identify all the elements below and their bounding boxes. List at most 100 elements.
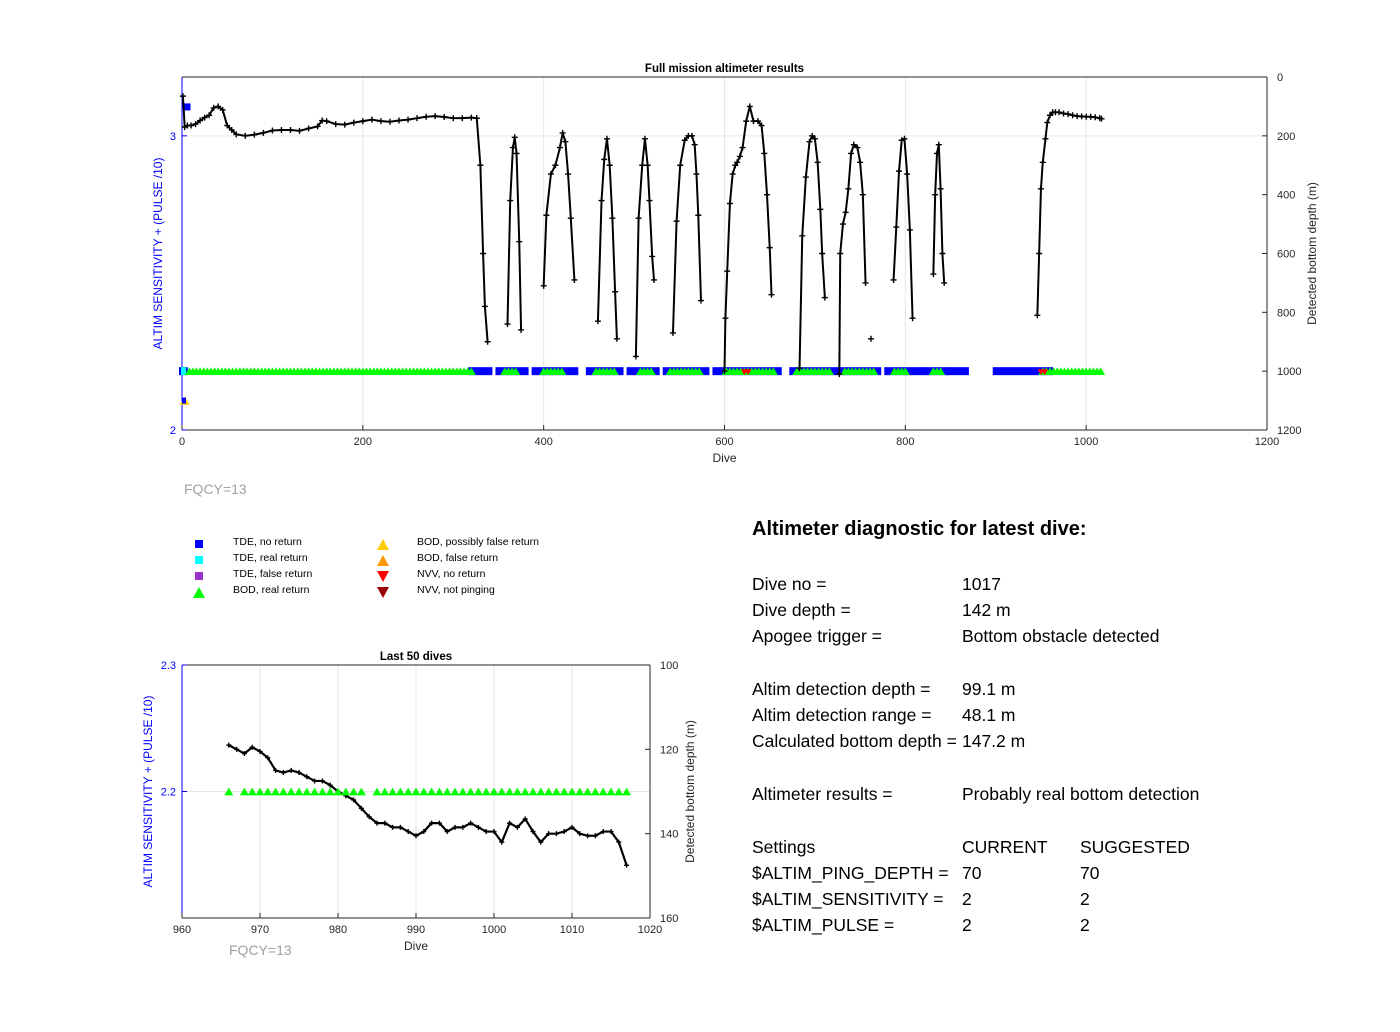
bottom-depth-point	[1037, 185, 1044, 192]
last50-bod-real-return-marker	[614, 787, 624, 796]
bottom-depth-point	[547, 171, 554, 178]
last50-depth-point	[616, 839, 622, 845]
bottom-depth-point	[646, 197, 653, 204]
last50-bod-real-return-marker	[310, 787, 320, 796]
legend-marker-shape	[377, 555, 389, 566]
bod-real-return-marker	[936, 367, 946, 375]
last50-depth-point	[304, 774, 310, 780]
bottom-depth-point	[1036, 250, 1043, 257]
bottom-depth-point	[511, 134, 518, 141]
bottom-depth-point	[206, 112, 213, 119]
bottom-depth-point	[197, 117, 204, 124]
x-tick-label: 0	[179, 436, 185, 448]
y-left-tick-label: 2.3	[161, 660, 176, 672]
setting-current: 2	[962, 889, 972, 909]
bod-real-return-marker	[511, 367, 521, 375]
bottom-depth-point	[839, 221, 846, 228]
nvv-no-return-marker	[744, 369, 752, 376]
last50-bod-real-return-marker	[473, 787, 483, 796]
last50-depth-point	[592, 833, 598, 839]
settings-suggested-header: SUGGESTED	[1080, 837, 1190, 857]
last50-depth-point	[366, 814, 372, 820]
bottom-depth-point	[743, 118, 750, 125]
bottom-depth-point	[768, 291, 775, 298]
bottom-depth-point	[481, 303, 488, 310]
legend-marker-glyph	[195, 540, 203, 548]
bottom-depth-point	[1047, 112, 1053, 119]
diag-label: Dive no =	[752, 574, 827, 594]
last50-bod-real-return-marker	[411, 787, 421, 796]
last50-bod-real-return-marker	[325, 787, 335, 796]
settings-label: Settings	[752, 837, 816, 857]
y-left-axis-label: ALTIM SENSITIVITY + (PULSE /10)	[141, 696, 155, 888]
legend-marker-glyph	[377, 539, 389, 550]
chart-title: Full mission altimeter results	[645, 63, 804, 75]
last50-bod-real-return-marker	[583, 787, 593, 796]
bottom-depth-point	[941, 279, 948, 286]
last50-bod-real-return-marker	[598, 787, 608, 796]
bottom-depth-point	[697, 297, 704, 304]
bottom-depth-point	[450, 115, 457, 122]
last50-bod-real-return-marker	[263, 787, 273, 796]
last50-bod-real-return-marker	[317, 787, 327, 796]
last50-bod-real-return-marker	[442, 787, 452, 796]
diag-value: 142 m	[962, 600, 1011, 620]
x-tick-label: 960	[173, 924, 191, 936]
last50-bod-real-return-marker	[489, 787, 499, 796]
bottom-depth-point	[937, 185, 944, 192]
setting-current: 70	[962, 863, 982, 883]
last50-depth-point	[585, 833, 591, 839]
bottom-depth-line	[798, 134, 826, 369]
bottom-depth-point	[639, 162, 646, 169]
bottom-depth-point	[296, 127, 303, 134]
bottom-depth-point	[909, 315, 916, 322]
tde-no-return-band	[789, 367, 882, 376]
last50-bod-real-return-marker	[458, 787, 468, 796]
legend-label: NVV, not pinging	[417, 584, 495, 596]
bottom-depth-point	[691, 141, 698, 148]
bottom-depth-point	[896, 168, 903, 175]
bottom-depth-point	[269, 127, 276, 134]
bod-real-return-marker	[609, 367, 619, 375]
diag-value: Bottom obstacle detected	[962, 626, 1160, 646]
bottom-depth-line	[838, 142, 867, 375]
settings-current-header: CURRENT	[962, 837, 1048, 857]
last50-bod-real-return-marker	[481, 787, 491, 796]
bottom-depth-point	[837, 250, 844, 257]
bottom-depth-point	[323, 118, 330, 125]
legend-marker-shape	[377, 587, 389, 598]
diag-label: Calculated bottom depth =	[752, 731, 957, 751]
legend-marker-shape	[193, 587, 205, 598]
x-tick-label: 800	[896, 436, 914, 448]
bottom-depth-point	[893, 224, 900, 231]
bottom-depth-point	[556, 144, 563, 151]
last50-depth-point	[483, 829, 489, 835]
bod-real-return-marker	[1096, 367, 1106, 375]
diag-label: Altim detection depth =	[752, 679, 931, 699]
bottom-depth-point	[933, 150, 940, 157]
bottom-depth-line	[506, 137, 523, 331]
last50-depth-point	[538, 839, 544, 845]
bottom-depth-point	[518, 326, 525, 333]
last50-bod-real-return-marker	[395, 787, 405, 796]
last50-depth-point	[499, 839, 505, 845]
diag-label: Apogee trigger =	[752, 626, 882, 646]
bottom-depth-point	[746, 103, 753, 110]
legend-marker-shape	[377, 571, 389, 582]
bottom-depth-point	[935, 141, 942, 148]
last50-depth-point	[444, 829, 450, 835]
bottom-depth-point	[540, 282, 547, 289]
fqcy-label-top: FQCY=13	[184, 481, 247, 497]
legend-marker-shape	[195, 556, 203, 564]
bottom-depth-point	[562, 138, 569, 145]
last50-bod-real-return-marker	[224, 787, 234, 796]
bottom-depth-point	[693, 171, 700, 178]
setting-current: 2	[962, 915, 972, 935]
legend-label: TDE, real return	[233, 552, 308, 564]
x-tick-label: 1200	[1255, 436, 1279, 448]
last50-bod-real-return-marker	[294, 787, 304, 796]
tde-no-return-band	[468, 367, 493, 376]
bottom-depth-point	[726, 200, 733, 207]
last50-bod-real-return-marker	[380, 787, 390, 796]
